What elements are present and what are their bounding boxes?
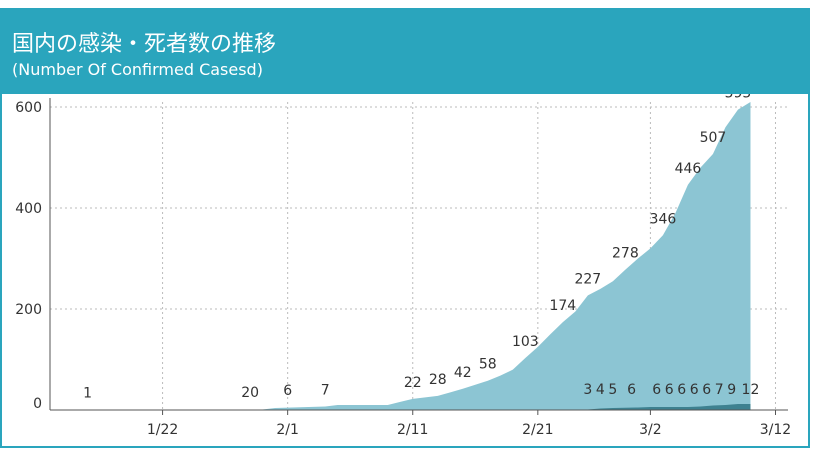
confirmed-data-label: 278 <box>612 246 639 262</box>
deaths-data-label: 6 <box>665 382 674 398</box>
deaths-data-label: 12 <box>742 382 760 398</box>
x-tick-label: 3/2 <box>639 422 662 438</box>
x-tick-label: 2/1 <box>276 422 299 438</box>
confirmed-data-label: 507 <box>700 130 727 146</box>
deaths-data-label: 5 <box>608 382 617 398</box>
y-tick-label: 200 <box>15 302 42 318</box>
confirmed-data-label: 22 <box>404 375 422 391</box>
x-tick-label: 1/22 <box>147 422 178 438</box>
deaths-data-label: 7 <box>715 382 724 398</box>
deaths-data-label: 4 <box>596 382 605 398</box>
data-labels: 1206722284258103174227278346446507595345… <box>83 94 759 401</box>
deaths-data-label: 6 <box>627 382 636 398</box>
x-tick-label: 2/11 <box>397 422 428 438</box>
confirmed-data-label: 595 <box>725 94 752 102</box>
confirmed-data-label: 346 <box>650 211 677 227</box>
confirmed-data-label: 103 <box>512 334 539 350</box>
axes: 0 200 400 600 1/22 2/1 2/11 2/21 3/2 3/12 <box>15 98 791 438</box>
x-tick-label: 3/12 <box>760 422 791 438</box>
chart-header: 国内の感染・死者数の推移 (Number Of Confirmed Casesd… <box>2 10 808 94</box>
confirmed-data-label: 446 <box>675 161 702 177</box>
deaths-data-label: 6 <box>690 382 699 398</box>
confirmed-data-label: 42 <box>454 365 472 381</box>
deaths-area <box>87 403 751 410</box>
x-tick-label: 2/21 <box>522 422 553 438</box>
confirmed-data-label: 1 <box>83 385 92 401</box>
chart-title: 国内の感染・死者数の推移 <box>12 32 277 57</box>
chart-widget: 国内の感染・死者数の推移 (Number Of Confirmed Casesd… <box>0 8 810 448</box>
y-tick-label: 0 <box>33 396 42 412</box>
deaths-data-label: 6 <box>677 382 686 398</box>
deaths-data-label: 6 <box>702 382 711 398</box>
confirmed-data-label: 7 <box>321 382 330 398</box>
confirmed-data-label: 20 <box>241 385 259 401</box>
deaths-data-label: 6 <box>652 382 661 398</box>
deaths-data-label: 9 <box>727 382 736 398</box>
chart-subtitle: (Number Of Confirmed Casesd) <box>12 60 263 79</box>
deaths-data-label: 3 <box>583 382 592 398</box>
confirmed-area <box>87 102 751 410</box>
confirmed-data-label: 6 <box>283 383 292 399</box>
confirmed-data-label: 28 <box>429 372 447 388</box>
data-areas <box>87 102 751 410</box>
confirmed-data-label: 58 <box>479 357 497 373</box>
y-tick-label: 400 <box>15 201 42 217</box>
confirmed-data-label: 174 <box>549 298 576 314</box>
confirmed-data-label: 227 <box>574 271 601 287</box>
y-tick-label: 600 <box>15 100 42 116</box>
